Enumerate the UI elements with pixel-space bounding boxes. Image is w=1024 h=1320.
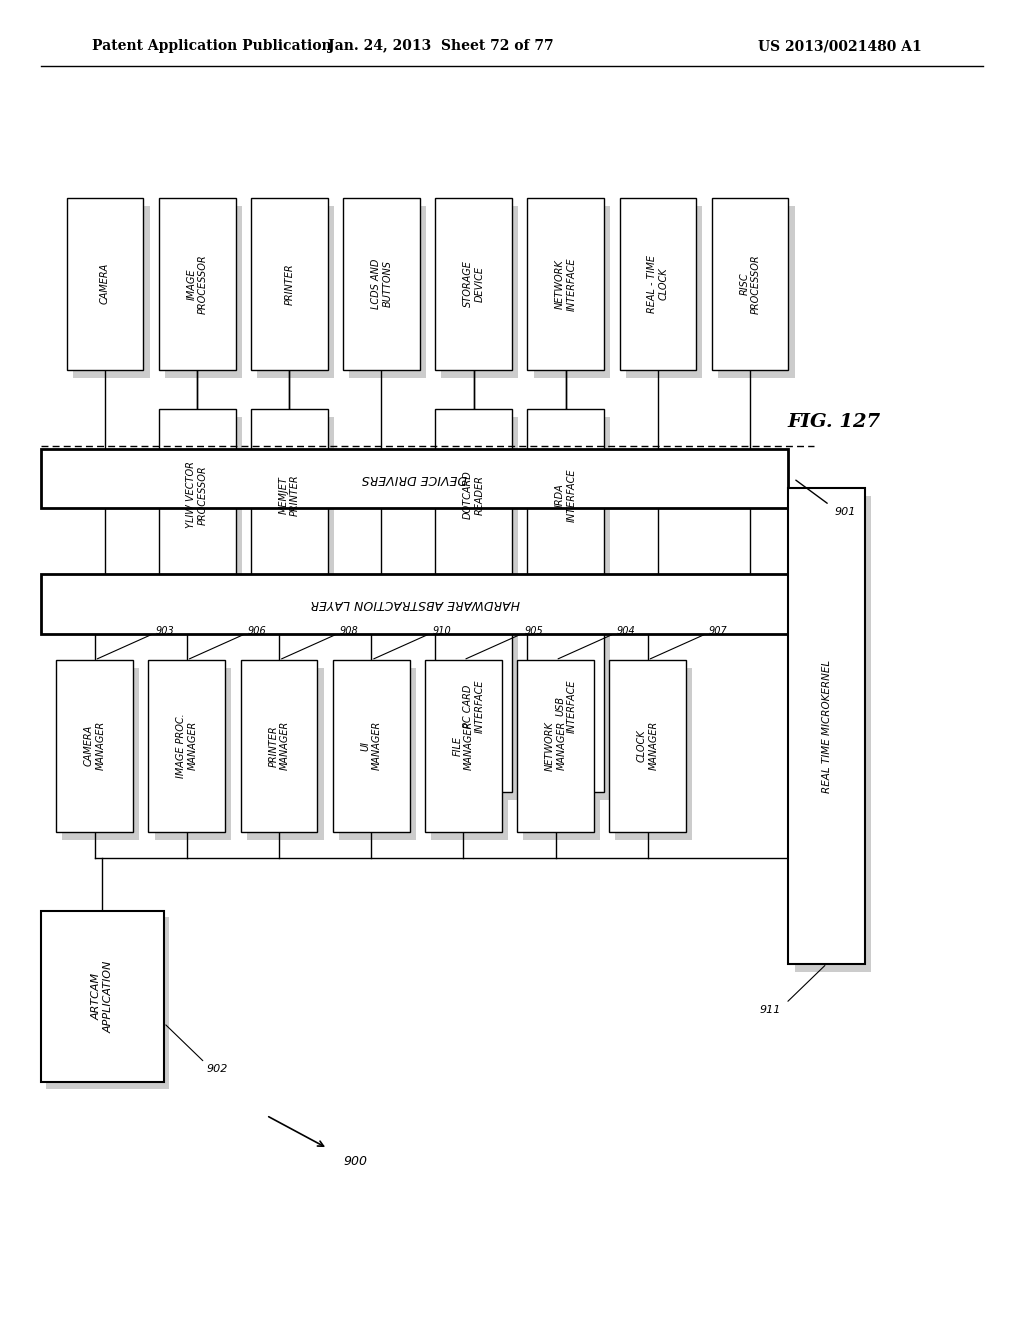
Text: FIG. 127: FIG. 127 bbox=[787, 413, 882, 432]
Text: 901: 901 bbox=[835, 507, 856, 516]
FancyBboxPatch shape bbox=[527, 620, 604, 792]
Text: CAMERA
MANAGER: CAMERA MANAGER bbox=[84, 721, 105, 771]
FancyBboxPatch shape bbox=[56, 660, 133, 832]
Text: 911: 911 bbox=[760, 1005, 780, 1015]
FancyBboxPatch shape bbox=[609, 660, 686, 832]
FancyBboxPatch shape bbox=[534, 628, 610, 800]
Text: REAL TIME MICROKERNEL: REAL TIME MICROKERNEL bbox=[822, 660, 831, 792]
FancyBboxPatch shape bbox=[718, 206, 795, 378]
FancyBboxPatch shape bbox=[241, 660, 317, 832]
FancyBboxPatch shape bbox=[620, 198, 696, 370]
FancyBboxPatch shape bbox=[534, 206, 610, 378]
FancyBboxPatch shape bbox=[435, 409, 512, 581]
FancyBboxPatch shape bbox=[795, 496, 871, 972]
Text: ARTCAM
APPLICATION: ARTCAM APPLICATION bbox=[91, 961, 114, 1032]
Text: 904: 904 bbox=[616, 626, 635, 636]
Text: Patent Application Publication: Patent Application Publication bbox=[92, 40, 332, 53]
FancyBboxPatch shape bbox=[626, 206, 702, 378]
FancyBboxPatch shape bbox=[527, 198, 604, 370]
Text: 910: 910 bbox=[432, 626, 451, 636]
Text: DEVICE DRIVERS: DEVICE DRIVERS bbox=[362, 473, 467, 484]
FancyBboxPatch shape bbox=[155, 668, 231, 840]
FancyBboxPatch shape bbox=[333, 660, 410, 832]
FancyBboxPatch shape bbox=[431, 668, 508, 840]
FancyBboxPatch shape bbox=[523, 668, 600, 840]
FancyBboxPatch shape bbox=[67, 198, 143, 370]
Text: CLOCK
MANAGER: CLOCK MANAGER bbox=[637, 721, 658, 771]
FancyBboxPatch shape bbox=[425, 660, 502, 832]
Text: 905: 905 bbox=[524, 626, 543, 636]
FancyBboxPatch shape bbox=[251, 409, 328, 581]
FancyBboxPatch shape bbox=[41, 911, 164, 1082]
FancyBboxPatch shape bbox=[251, 198, 328, 370]
FancyBboxPatch shape bbox=[435, 620, 512, 792]
Text: REAL - TIME
CLOCK: REAL - TIME CLOCK bbox=[647, 255, 669, 313]
Text: CAMERA: CAMERA bbox=[100, 263, 110, 305]
Text: USB
INTERFACE: USB INTERFACE bbox=[555, 680, 577, 733]
Text: Jan. 24, 2013  Sheet 72 of 77: Jan. 24, 2013 Sheet 72 of 77 bbox=[328, 40, 553, 53]
Text: PC CARD
INTERFACE: PC CARD INTERFACE bbox=[463, 680, 484, 733]
Text: MEMJET
PRINTER: MEMJET PRINTER bbox=[279, 474, 300, 516]
FancyBboxPatch shape bbox=[41, 449, 788, 508]
FancyBboxPatch shape bbox=[165, 206, 242, 378]
Text: NETWORK
INTERFACE: NETWORK INTERFACE bbox=[555, 257, 577, 310]
FancyBboxPatch shape bbox=[62, 668, 139, 840]
FancyBboxPatch shape bbox=[615, 668, 692, 840]
FancyBboxPatch shape bbox=[247, 668, 324, 840]
FancyBboxPatch shape bbox=[159, 409, 236, 581]
Text: PRINTER
MANAGER: PRINTER MANAGER bbox=[268, 721, 290, 771]
Text: RISC
PROCESSOR: RISC PROCESSOR bbox=[739, 253, 761, 314]
Text: 907: 907 bbox=[709, 626, 727, 636]
Text: 902: 902 bbox=[207, 1064, 228, 1074]
FancyBboxPatch shape bbox=[73, 206, 150, 378]
FancyBboxPatch shape bbox=[339, 668, 416, 840]
Text: PRINTER: PRINTER bbox=[285, 263, 294, 305]
Text: NETWORK
MANAGER: NETWORK MANAGER bbox=[545, 721, 566, 771]
FancyBboxPatch shape bbox=[788, 488, 865, 964]
FancyBboxPatch shape bbox=[441, 206, 518, 378]
FancyBboxPatch shape bbox=[257, 417, 334, 589]
FancyBboxPatch shape bbox=[349, 206, 426, 378]
Text: IRDA
INTERFACE: IRDA INTERFACE bbox=[555, 469, 577, 521]
Text: 906: 906 bbox=[248, 626, 266, 636]
FancyBboxPatch shape bbox=[343, 198, 420, 370]
FancyBboxPatch shape bbox=[441, 417, 518, 589]
Text: YLIW VECTOR
PROCESSOR: YLIW VECTOR PROCESSOR bbox=[186, 462, 208, 528]
FancyBboxPatch shape bbox=[517, 660, 594, 832]
FancyBboxPatch shape bbox=[257, 206, 334, 378]
FancyBboxPatch shape bbox=[148, 660, 225, 832]
FancyBboxPatch shape bbox=[159, 198, 236, 370]
Text: US 2013/0021480 A1: US 2013/0021480 A1 bbox=[758, 40, 922, 53]
FancyBboxPatch shape bbox=[441, 628, 518, 800]
Text: IMAGE PROC.
MANAGER: IMAGE PROC. MANAGER bbox=[176, 713, 198, 779]
Text: HARDWARE ABSTRACTION LAYER: HARDWARE ABSTRACTION LAYER bbox=[310, 598, 519, 610]
Text: DOTCARD
READER: DOTCARD READER bbox=[463, 471, 484, 519]
FancyBboxPatch shape bbox=[46, 917, 169, 1089]
FancyBboxPatch shape bbox=[534, 417, 610, 589]
FancyBboxPatch shape bbox=[435, 198, 512, 370]
Text: UI
MANAGER: UI MANAGER bbox=[360, 721, 382, 771]
FancyBboxPatch shape bbox=[165, 417, 242, 589]
Text: LCDS AND
BUTTONS: LCDS AND BUTTONS bbox=[371, 259, 392, 309]
Text: 900: 900 bbox=[343, 1155, 367, 1168]
FancyBboxPatch shape bbox=[712, 198, 788, 370]
FancyBboxPatch shape bbox=[527, 409, 604, 581]
Text: IMAGE
PROCESSOR: IMAGE PROCESSOR bbox=[186, 253, 208, 314]
Text: FILE
MANAGER: FILE MANAGER bbox=[453, 721, 474, 771]
Text: 908: 908 bbox=[340, 626, 358, 636]
FancyBboxPatch shape bbox=[41, 574, 788, 634]
Text: STORAGE
DEVICE: STORAGE DEVICE bbox=[463, 260, 484, 308]
Text: 903: 903 bbox=[156, 626, 174, 636]
